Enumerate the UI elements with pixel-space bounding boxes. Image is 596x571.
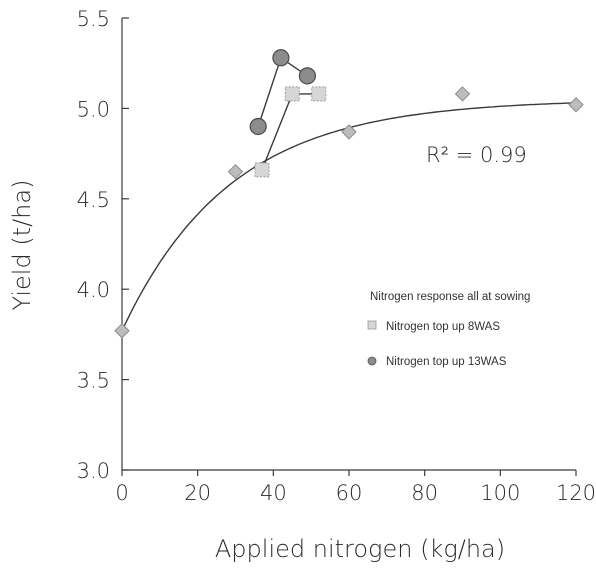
legend: Nitrogen response all at sowing Nitrogen… (367, 291, 530, 368)
x-tick-label: 40 (260, 481, 287, 505)
x-axis-title: Applied nitrogen (kg/ha) (215, 535, 505, 563)
x-tick-label: 0 (115, 481, 128, 505)
point-circle (298, 67, 316, 85)
x-tick-label: 120 (556, 481, 596, 505)
axes (121, 18, 576, 471)
point-diamond (227, 163, 244, 180)
y-tick-label: 4.0 (77, 278, 110, 302)
point-diamond (341, 124, 357, 140)
y-tick-label: 5.5 (77, 7, 110, 31)
point-diamond (568, 97, 584, 113)
x-tick-label: 60 (336, 481, 363, 505)
y-tick-label: 4.5 (77, 188, 110, 212)
point-square (311, 86, 327, 102)
legend-label-sowing: Nitrogen response all at sowing (370, 291, 530, 303)
x-tick-label: 80 (411, 481, 438, 505)
y-axis-title: Yield (t/ha) (8, 180, 36, 311)
point-circle (249, 117, 267, 136)
point-square (254, 162, 270, 178)
legend-label-8was: Nitrogen top up 8WAS (386, 321, 500, 333)
y-ticks: 3.0 3.5 4.0 4.5 5.0 5.5 (77, 7, 129, 483)
point-square (284, 86, 300, 102)
point-circle (272, 49, 290, 67)
point-diamond (114, 323, 130, 339)
r-squared-annotation: R² = 0.99 (426, 143, 527, 167)
x-ticks: 0 20 40 60 80 100 120 (115, 470, 596, 505)
y-tick-label: 5.0 (77, 97, 110, 121)
x-tick-label: 100 (480, 481, 520, 505)
legend-marker-square (367, 320, 377, 330)
x-tick-label: 20 (184, 481, 211, 505)
point-diamond (454, 86, 471, 102)
legend-marker-circle (367, 356, 377, 366)
data-points (114, 49, 584, 339)
y-tick-label: 3.0 (77, 459, 110, 483)
legend-label-13was: Nitrogen top up 13WAS (386, 356, 507, 368)
y-tick-label: 3.5 (77, 369, 110, 393)
